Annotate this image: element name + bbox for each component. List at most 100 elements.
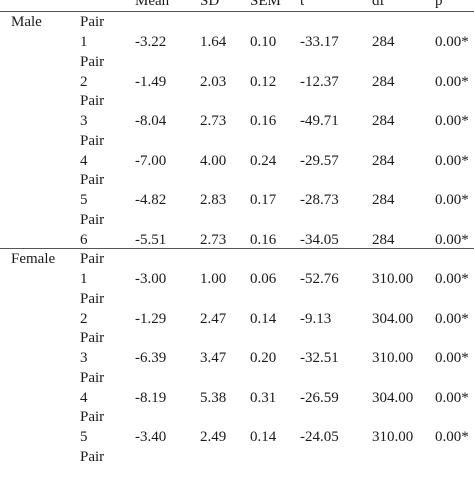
- pair-number: 5: [80, 429, 88, 445]
- table-row: Pair 4 -8.19 5.38 0.31 -26.59 304.00 0.00*: [0, 370, 474, 410]
- cell-t: -29.57: [300, 152, 339, 169]
- cell-p: 0.00*: [435, 310, 469, 327]
- cell-t: -26.59: [300, 389, 339, 406]
- pair-number: 5: [80, 192, 88, 208]
- cell-sem: 0.10: [250, 34, 277, 50]
- cell-mean: -1.49: [135, 73, 167, 90]
- cell-df: 284: [372, 113, 395, 129]
- table-row: Pair 6 -5.51 2.73 0.16 -34.05 284 0.00*: [0, 212, 474, 252]
- cell-mean: -5.51: [135, 231, 167, 248]
- cell-df: 310.00: [372, 429, 414, 445]
- group-label: Male: [11, 14, 42, 30]
- pair-number: 2: [80, 73, 88, 90]
- cell-sd: 2.73: [200, 113, 227, 129]
- header-sd: SD: [200, 0, 220, 9]
- pair-label: Pair: [80, 448, 105, 465]
- cell-sd: 2.47: [200, 310, 227, 327]
- cell-sem: 0.16: [250, 113, 277, 129]
- cell-sem: 0.17: [250, 192, 277, 208]
- cell-mean: -4.82: [135, 192, 167, 208]
- table-row: Pair 1 -3.22 1.64 0.10 -33.17 284 0.00*: [0, 14, 474, 54]
- pair-label: Pair: [80, 330, 105, 346]
- cell-sd: 2.03: [200, 73, 227, 90]
- cell-mean: -1.29: [135, 310, 167, 327]
- cell-p: 0.00*: [435, 73, 469, 90]
- pair-number: 1: [80, 271, 88, 287]
- pair-number: 3: [80, 350, 88, 366]
- cell-mean: -3.22: [135, 34, 167, 50]
- cell-df: 284: [372, 192, 395, 208]
- cell-sem: 0.31: [250, 389, 277, 406]
- pair-label: Pair: [80, 172, 105, 188]
- cell-p: 0.00*: [435, 34, 469, 50]
- table-row: Pair 3 -6.39 3.47 0.20 -32.51 310.00 0.00*: [0, 330, 474, 370]
- pair-label: Pair: [80, 14, 105, 30]
- pair-label: Pair: [80, 369, 105, 386]
- cell-t: -28.73: [300, 192, 339, 208]
- table-row: Pair 5 -3.40 2.49 0.14 -24.05 310.00 0.00*: [0, 409, 474, 449]
- cell-sd: 5.38: [200, 389, 227, 406]
- table-row: Pair 5 -4.82 2.83 0.17 -28.73 284 0.00*: [0, 172, 474, 212]
- cell-p: 0.00*: [435, 271, 469, 287]
- header-t: t: [300, 0, 305, 9]
- paired-t-test-table: Mean SD SEM t df p Male Pair 1 -3.22 1.64 0.1…: [0, 0, 474, 465]
- header-sem: SEM: [250, 0, 281, 9]
- cell-sd: 1.64: [200, 34, 227, 50]
- table-row: Pair: [0, 449, 474, 489]
- group-divider: [0, 248, 474, 249]
- pair-number: 2: [80, 310, 88, 327]
- group-label: Female: [11, 251, 56, 267]
- cell-sem: 0.14: [250, 310, 277, 327]
- cell-sem: 0.16: [250, 231, 277, 248]
- cell-t: -52.76: [300, 271, 339, 287]
- cell-p: 0.00*: [435, 231, 469, 248]
- cell-p: 0.00*: [435, 113, 469, 129]
- pair-label: Pair: [80, 211, 105, 228]
- pair-label: Pair: [80, 53, 105, 70]
- cell-sd: 2.83: [200, 192, 227, 208]
- header-mean: Mean: [135, 0, 170, 9]
- pair-number: 1: [80, 34, 88, 50]
- cell-df: 284: [372, 152, 395, 169]
- cell-sem: 0.12: [250, 73, 277, 90]
- cell-t: -34.05: [300, 231, 339, 248]
- cell-df: 304.00: [372, 389, 414, 406]
- cell-df: 310.00: [372, 350, 414, 366]
- table-header-row: Mean SD SEM t df p: [0, 0, 474, 10]
- cell-t: -32.51: [300, 350, 339, 366]
- cell-df: 284: [372, 73, 395, 90]
- cell-sd: 4.00: [200, 152, 227, 169]
- pair-label: Pair: [80, 409, 105, 425]
- cell-mean: -3.40: [135, 429, 167, 445]
- cell-mean: -8.19: [135, 389, 167, 406]
- cell-mean: -3.00: [135, 271, 167, 287]
- header-p: p: [435, 0, 443, 9]
- cell-p: 0.00*: [435, 389, 469, 406]
- cell-df: 284: [372, 34, 395, 50]
- cell-sem: 0.06: [250, 271, 277, 287]
- table-row: Pair 2 -1.49 2.03 0.12 -12.37 284 0.00*: [0, 54, 474, 94]
- pair-label: Pair: [80, 290, 105, 307]
- pair-number: 4: [80, 152, 88, 169]
- cell-sem: 0.20: [250, 350, 277, 366]
- pair-number: 4: [80, 389, 88, 406]
- cell-t: -9.13: [300, 310, 332, 327]
- cell-sd: 2.49: [200, 429, 227, 445]
- cell-p: 0.00*: [435, 350, 469, 366]
- cell-sem: 0.14: [250, 429, 277, 445]
- pair-number: 3: [80, 113, 88, 129]
- cell-sem: 0.24: [250, 152, 277, 169]
- pair-number: 6: [80, 231, 88, 248]
- cell-p: 0.00*: [435, 429, 469, 445]
- cell-mean: -7.00: [135, 152, 167, 169]
- cell-sd: 2.73: [200, 231, 227, 248]
- cell-t: -12.37: [300, 73, 339, 90]
- cell-t: -33.17: [300, 34, 339, 50]
- table-row: Pair 4 -7.00 4.00 0.24 -29.57 284 0.00*: [0, 133, 474, 173]
- cell-sd: 1.00: [200, 271, 227, 287]
- header-df: df: [372, 0, 385, 9]
- cell-mean: -6.39: [135, 350, 167, 366]
- cell-df: 310.00: [372, 271, 414, 287]
- cell-t: -49.71: [300, 113, 339, 129]
- pair-label: Pair: [80, 251, 105, 267]
